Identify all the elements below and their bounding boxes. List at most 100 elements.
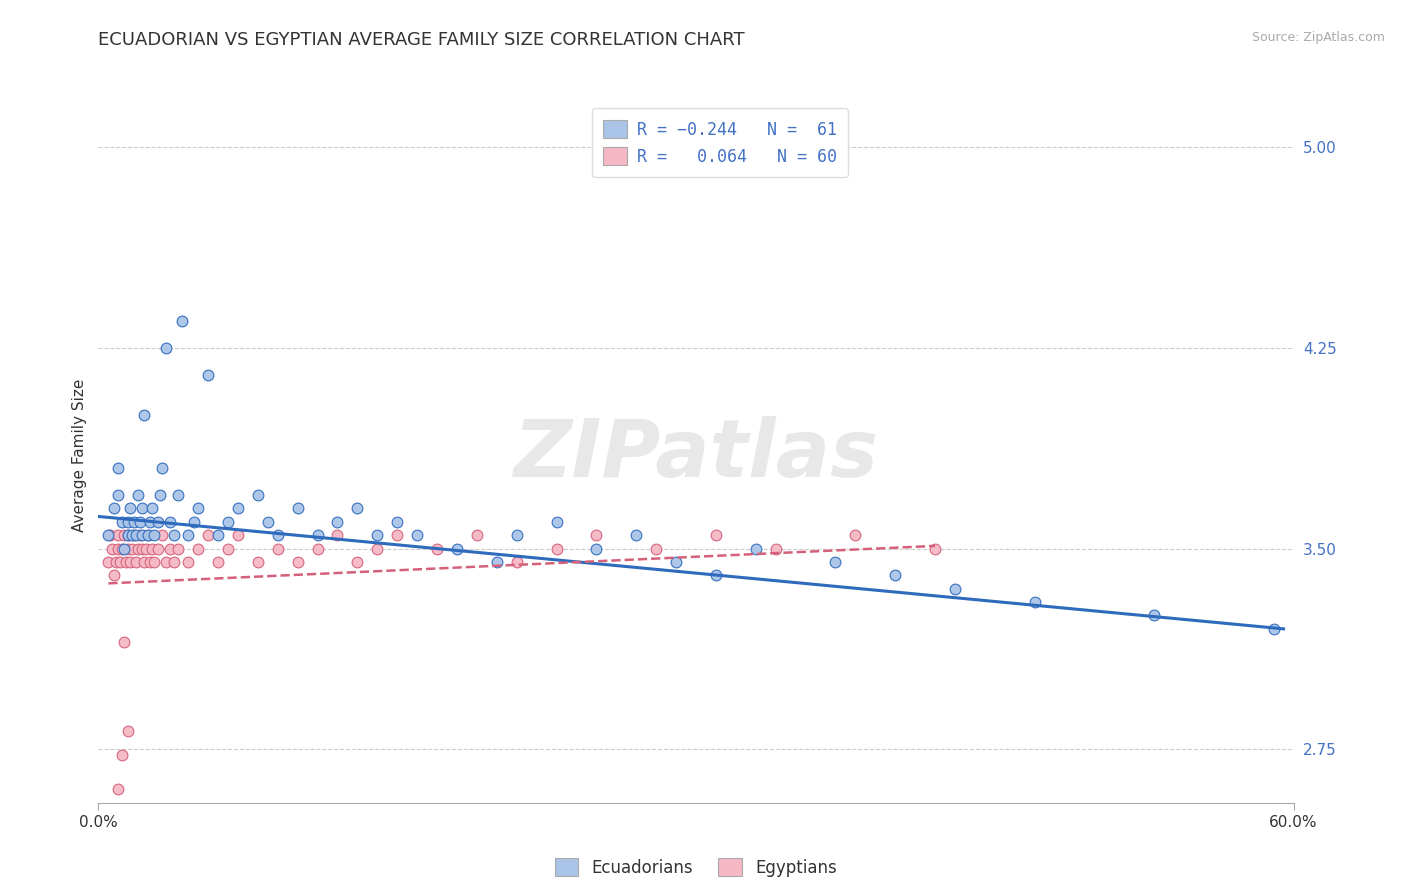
Point: [159, 541, 181, 556]
Point: [246, 555, 269, 569]
Point: [127, 541, 149, 556]
Point: [159, 515, 181, 529]
Point: [97, 528, 120, 542]
Point: [107, 541, 129, 556]
Point: [115, 555, 138, 569]
Point: [141, 501, 163, 516]
Point: [129, 515, 152, 529]
Point: [326, 528, 349, 542]
Text: Source: ZipAtlas.com: Source: ZipAtlas.com: [1251, 31, 1385, 45]
Point: [121, 528, 143, 542]
Point: [745, 541, 768, 556]
Point: [98, 528, 122, 542]
Point: [136, 528, 159, 542]
Legend: Ecuadorians, Egyptians: Ecuadorians, Egyptians: [547, 849, 845, 885]
Point: [207, 528, 229, 542]
Point: [107, 782, 129, 797]
Point: [134, 555, 156, 569]
Point: [287, 555, 309, 569]
Point: [155, 555, 177, 569]
Point: [136, 528, 159, 542]
Point: [97, 555, 120, 569]
Point: [135, 541, 157, 556]
Point: [385, 528, 409, 542]
Point: [366, 541, 388, 556]
Point: [665, 555, 688, 569]
Point: [506, 555, 529, 569]
Point: [131, 501, 153, 516]
Point: [111, 541, 134, 556]
Point: [765, 541, 787, 556]
Y-axis label: Average Family Size: Average Family Size: [72, 378, 87, 532]
Point: [465, 528, 488, 542]
Point: [139, 555, 162, 569]
Point: [187, 501, 209, 516]
Point: [346, 501, 368, 516]
Point: [117, 528, 139, 542]
Point: [143, 555, 166, 569]
Point: [226, 501, 249, 516]
Point: [346, 555, 368, 569]
Point: [117, 528, 139, 542]
Point: [103, 568, 125, 582]
Point: [704, 568, 727, 582]
Point: [197, 368, 219, 382]
Point: [485, 555, 508, 569]
Point: [167, 541, 190, 556]
Point: [506, 528, 529, 542]
Point: [406, 528, 429, 542]
Point: [111, 747, 134, 762]
Point: [943, 582, 966, 596]
Point: [134, 408, 156, 422]
Point: [110, 555, 132, 569]
Point: [149, 488, 172, 502]
Text: ECUADORIAN VS EGYPTIAN AVERAGE FAMILY SIZE CORRELATION CHART: ECUADORIAN VS EGYPTIAN AVERAGE FAMILY SI…: [98, 31, 745, 49]
Point: [112, 635, 135, 649]
Point: [207, 555, 229, 569]
Point: [307, 528, 329, 542]
Point: [124, 515, 146, 529]
Point: [127, 488, 149, 502]
Point: [125, 528, 148, 542]
Point: [546, 515, 568, 529]
Point: [139, 515, 162, 529]
Point: [141, 541, 163, 556]
Point: [187, 541, 209, 556]
Point: [217, 515, 239, 529]
Point: [183, 515, 205, 529]
Point: [101, 541, 124, 556]
Point: [446, 541, 468, 556]
Point: [704, 528, 727, 542]
Point: [287, 501, 309, 516]
Point: [143, 528, 166, 542]
Point: [131, 541, 153, 556]
Point: [177, 555, 200, 569]
Text: ZIPatlas: ZIPatlas: [513, 416, 879, 494]
Point: [217, 541, 239, 556]
Point: [117, 541, 139, 556]
Point: [163, 528, 186, 542]
Point: [107, 528, 129, 542]
Point: [105, 555, 128, 569]
Point: [131, 528, 153, 542]
Point: [256, 515, 278, 529]
Point: [884, 568, 907, 582]
Point: [267, 541, 290, 556]
Point: [924, 541, 946, 556]
Point: [150, 528, 173, 542]
Point: [624, 528, 647, 542]
Point: [112, 528, 135, 542]
Point: [167, 488, 190, 502]
Point: [197, 528, 219, 542]
Point: [326, 515, 349, 529]
Point: [1263, 622, 1285, 636]
Point: [844, 528, 866, 542]
Point: [645, 541, 668, 556]
Point: [155, 341, 177, 355]
Point: [107, 488, 129, 502]
Point: [267, 528, 290, 542]
Point: [246, 488, 269, 502]
Point: [426, 541, 449, 556]
Point: [1143, 608, 1166, 623]
Point: [150, 461, 173, 475]
